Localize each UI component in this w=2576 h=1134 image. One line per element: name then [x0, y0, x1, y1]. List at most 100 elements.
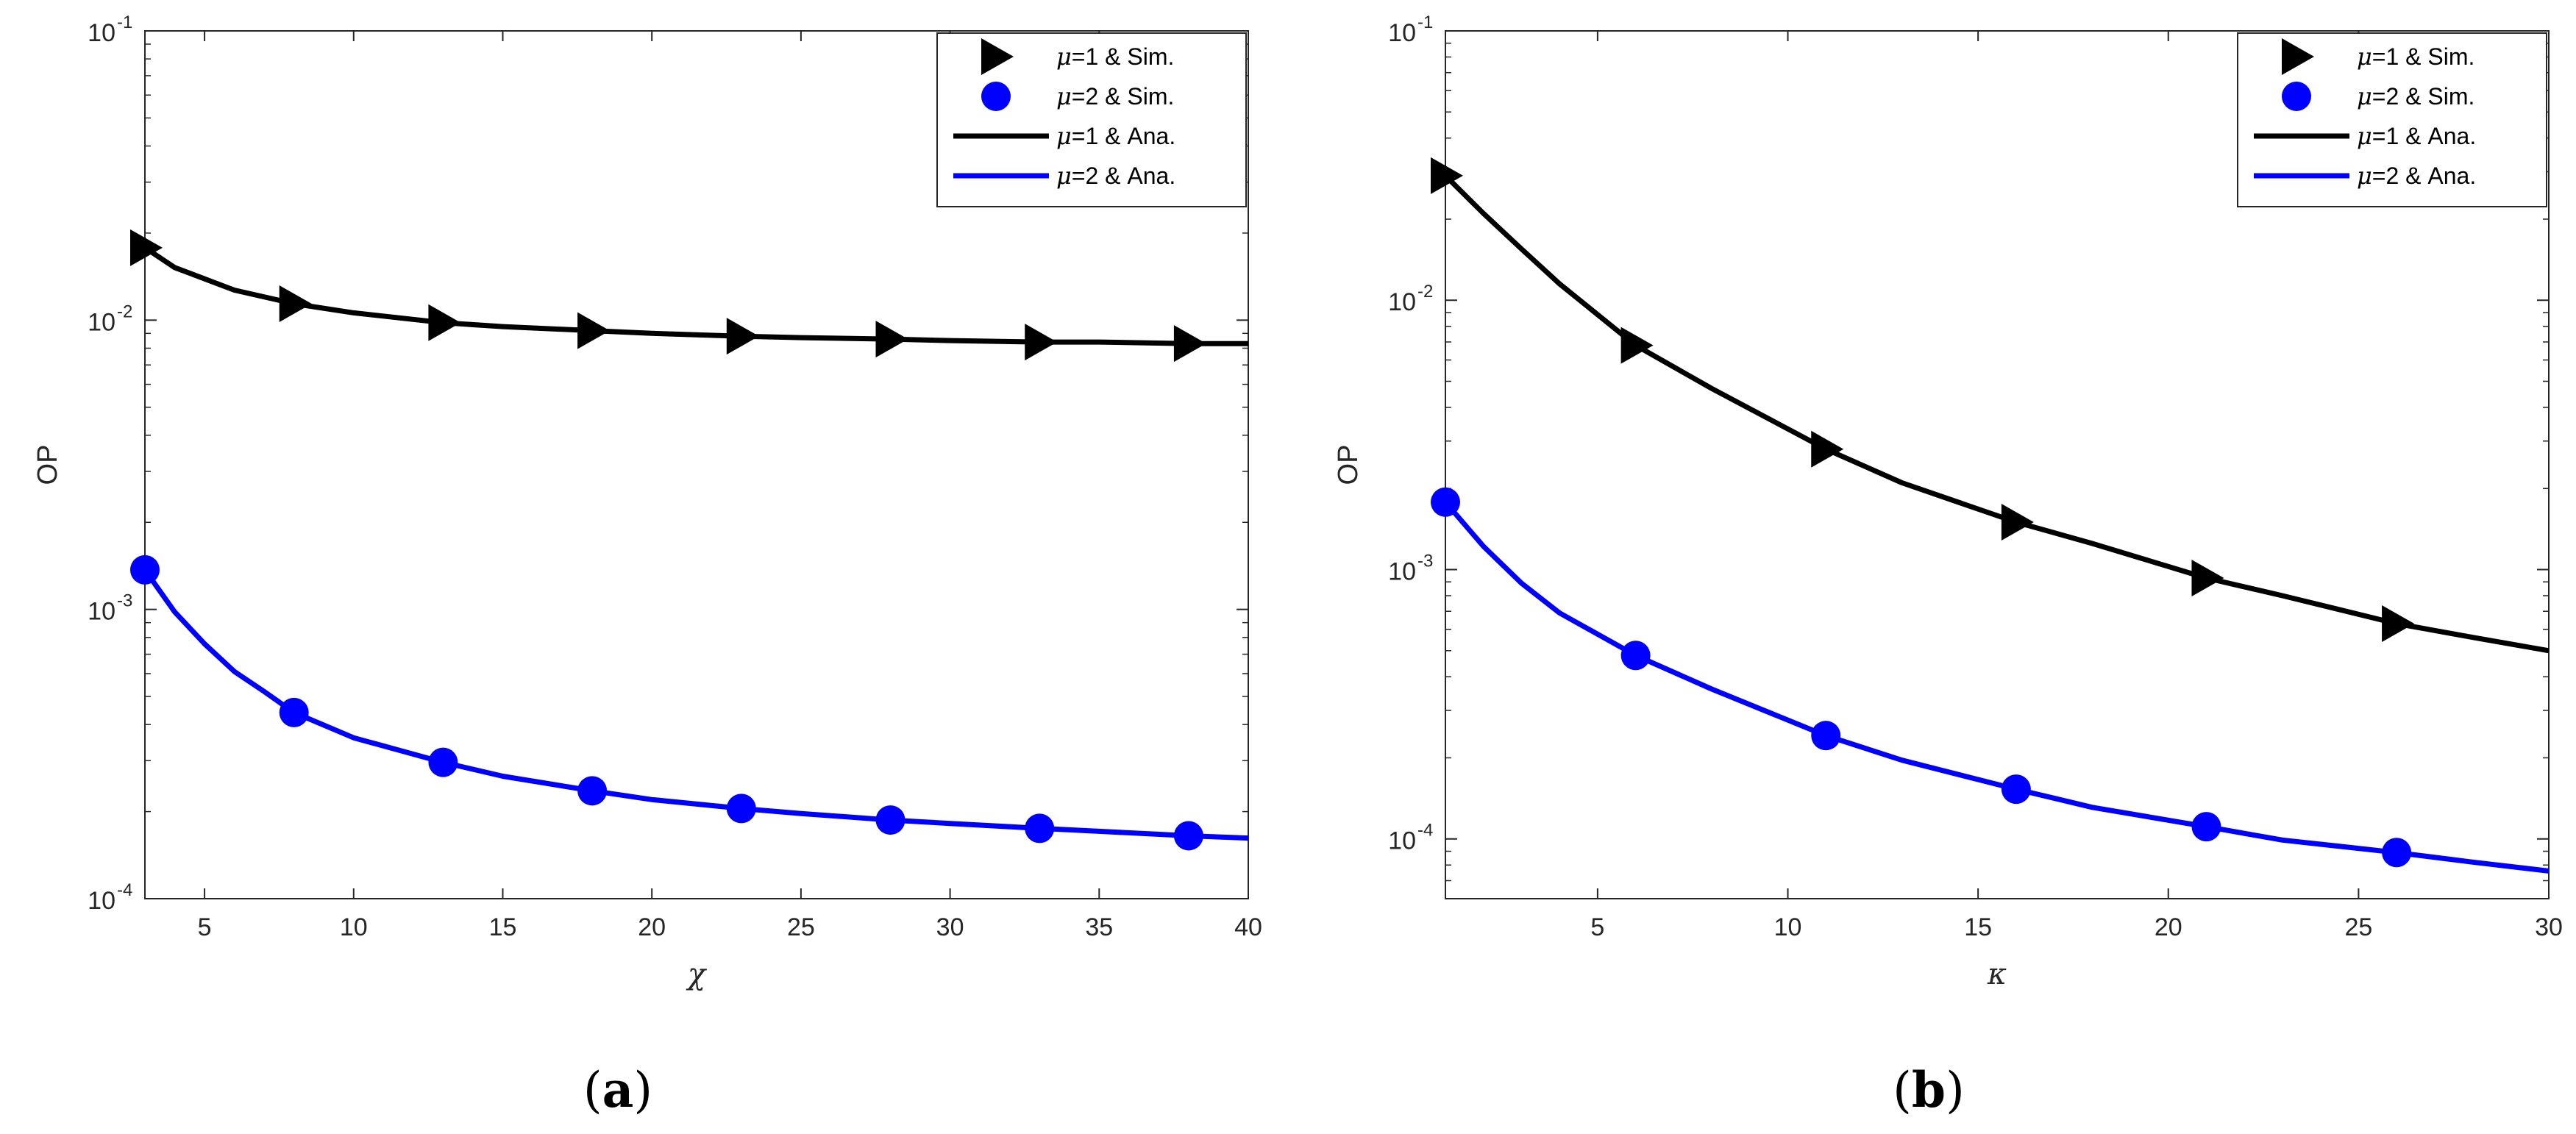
- y-tick-exponent: -4: [117, 880, 132, 900]
- data-point: [875, 805, 905, 835]
- x-tick-label: 15: [489, 913, 517, 941]
- x-tick-label: 5: [1590, 913, 1604, 941]
- legend-mu: μ: [1056, 82, 1072, 110]
- caption-label: a: [602, 1061, 634, 1119]
- data-point: [1025, 813, 1055, 844]
- data-point: [1811, 430, 1844, 468]
- x-tick-label: 10: [340, 913, 368, 941]
- y-tick-label: 10: [88, 308, 115, 336]
- legend-mu: μ: [2357, 43, 2372, 71]
- legend-label: μ=2 & Sim.: [1056, 82, 1174, 110]
- data-point: [428, 304, 461, 341]
- legend: μ=1 & Sim.μ=2 & Sim.μ=1 & Ana.μ=2 & Ana.: [2237, 32, 2547, 207]
- legend-swatch: [2282, 82, 2311, 111]
- y-tick-label: 10: [88, 19, 115, 47]
- panel-caption: (b): [1893, 1061, 1965, 1119]
- x-tick-label: 25: [787, 913, 815, 941]
- legend-text: =1 & Ana.: [1072, 123, 1175, 149]
- legend-text: =2 & Ana.: [2372, 163, 2476, 189]
- y-tick-exponent: -3: [1417, 551, 1433, 571]
- legend-mu: μ: [1056, 122, 1072, 150]
- legend-text: =2 & Sim.: [1072, 83, 1175, 110]
- legend-swatch: [981, 82, 1011, 111]
- data-point: [130, 229, 163, 266]
- legend-label: μ=2 & Ana.: [1056, 162, 1175, 190]
- legend-mu: μ: [1056, 162, 1072, 190]
- legend-label: μ=2 & Sim.: [2357, 82, 2474, 110]
- data-point: [279, 697, 309, 727]
- data-point: [1025, 324, 1058, 361]
- data-point: [577, 776, 608, 806]
- x-axis-label: χ: [686, 958, 708, 991]
- data-point: [726, 318, 759, 355]
- y-tick-label: 10: [1388, 827, 1416, 855]
- data-point: [2382, 838, 2412, 868]
- legend-text: =1 & Sim.: [1072, 43, 1175, 70]
- data-point: [1173, 821, 1203, 851]
- legend-swatch: [981, 38, 1014, 75]
- caption-label: b: [1912, 1061, 1946, 1119]
- x-tick-label: 35: [1085, 913, 1113, 941]
- data-point: [875, 321, 908, 358]
- data-point: [279, 285, 312, 322]
- legend-text: =1 & Ana.: [2372, 123, 2476, 149]
- data-point: [2191, 560, 2224, 597]
- x-tick-label: 20: [638, 913, 666, 941]
- y-tick-exponent: -1: [1417, 13, 1433, 32]
- y-tick-label: 10: [88, 887, 115, 915]
- legend-mu: μ: [2357, 162, 2372, 190]
- y-tick-exponent: -4: [1417, 821, 1433, 841]
- legend-swatch: [2282, 38, 2314, 75]
- x-axis-label: κ: [1987, 958, 2007, 991]
- series-line: [1445, 174, 2549, 654]
- legend-mu: μ: [1056, 43, 1072, 71]
- caption-close: ): [633, 1062, 652, 1119]
- caption-open: (: [583, 1062, 602, 1119]
- series-line: [145, 245, 1248, 346]
- x-tick-label: 20: [2155, 913, 2182, 941]
- x-tick-label: 30: [936, 913, 964, 941]
- legend-label: μ=1 & Sim.: [1056, 43, 1174, 71]
- y-tick-label: 10: [1388, 288, 1416, 316]
- data-point: [1620, 641, 1651, 671]
- series-line: [1445, 500, 2549, 874]
- y-tick-exponent: -1: [117, 13, 132, 32]
- legend-label: μ=1 & Ana.: [2357, 122, 2476, 150]
- data-point: [1620, 327, 1654, 364]
- y-tick-exponent: -3: [117, 591, 132, 611]
- data-point: [1431, 487, 1460, 517]
- data-point: [1811, 721, 1841, 751]
- panel-caption: (a): [583, 1061, 652, 1119]
- y-axis-label: OP: [1333, 445, 1364, 485]
- data-point: [1431, 157, 1463, 194]
- x-tick-label: 10: [1774, 913, 1802, 941]
- legend: μ=1 & Sim.μ=2 & Sim.μ=1 & Ana.μ=2 & Ana.: [936, 32, 1247, 207]
- legend-mu: μ: [2357, 82, 2372, 110]
- x-tick-label: 30: [2535, 913, 2563, 941]
- legend-label: μ=2 & Ana.: [2357, 162, 2476, 190]
- x-tick-label: 25: [2344, 913, 2372, 941]
- legend-label: μ=1 & Sim.: [2357, 43, 2474, 71]
- x-tick-label: 15: [1964, 913, 1992, 941]
- y-tick-label: 10: [1388, 19, 1416, 47]
- y-tick-label: 10: [1388, 557, 1416, 585]
- data-point: [2191, 812, 2221, 842]
- legend-text: =1 & Sim.: [2372, 43, 2475, 70]
- data-point: [1173, 325, 1206, 363]
- legend-label: μ=1 & Ana.: [1056, 122, 1175, 150]
- legend-text: =2 & Ana.: [1072, 163, 1175, 189]
- data-point: [726, 794, 756, 824]
- data-point: [2001, 774, 2031, 805]
- legend-text: =2 & Sim.: [2372, 83, 2475, 110]
- data-point: [2382, 605, 2415, 642]
- caption-open: (: [1893, 1062, 1912, 1119]
- legend-mu: μ: [2357, 122, 2372, 150]
- data-point: [577, 312, 611, 349]
- data-point: [428, 747, 458, 777]
- y-tick-exponent: -2: [117, 302, 132, 321]
- data-point: [2001, 504, 2034, 541]
- x-tick-label: 40: [1234, 913, 1262, 941]
